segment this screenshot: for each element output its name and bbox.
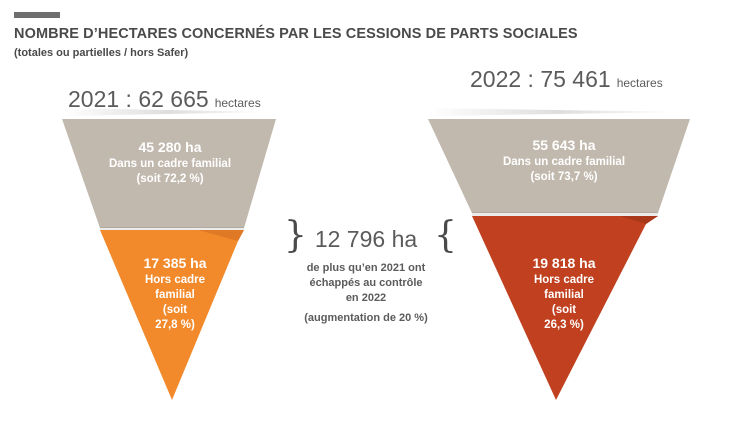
nonfamily-2022-label-2: familial: [544, 289, 584, 301]
orange-block-2021: [100, 230, 244, 400]
shadow-2021-gap: [100, 227, 244, 230]
nonfamily-2022-value: 19 818 ha: [532, 255, 596, 271]
total-2022-unit: hectares: [616, 76, 663, 90]
difference-note: (augmentation de 20 %): [304, 312, 428, 324]
difference-value: 12 796 ha: [314, 226, 418, 252]
orange-fold-2021: [198, 230, 244, 241]
header-accent-bar: [14, 12, 60, 18]
taupe-block-2021: [62, 119, 276, 228]
page-title: NOMBRE D’HECTARES CONCERNÉS PAR LES CESS…: [14, 26, 578, 42]
total-2021-value: 2021 : 62 665: [68, 86, 209, 112]
shadow-2022-gap: [472, 212, 658, 216]
red-block-2022: [472, 216, 658, 400]
total-2021: 2021 : 62 665 hectares: [68, 86, 261, 113]
nonfamily-2022-label-1: Hors cadre: [533, 274, 595, 286]
shadow-2021-top: [62, 108, 275, 116]
family-2021-share: (soit 72,2 %): [136, 173, 204, 185]
difference-text: de plus qu’en 2021 ont échappés au contr…: [288, 261, 444, 306]
total-2022: 2022 : 75 461 hectares: [470, 66, 663, 93]
nonfamily-2022-text: 19 818 ha Hors cadre familial (soit 26,3…: [514, 254, 614, 333]
family-2021-label: Dans un cadre familial: [108, 158, 232, 170]
nonfamily-2022-share-2: 26,3 %): [544, 319, 584, 331]
taupe-block-2022: [428, 119, 690, 213]
family-2022-text: 55 643 ha Dans un cadre familial (soit 7…: [484, 136, 644, 185]
difference-line-2: échappés au contrôle: [309, 277, 423, 289]
nonfamily-2021-share-2: 27,8 %): [155, 319, 195, 331]
family-2022-share: (soit 73,7 %): [530, 171, 598, 183]
difference-line-1: de plus qu’en 2021 ont: [306, 262, 426, 274]
page-subtitle: (totales ou partielles / hors Safer): [14, 47, 189, 59]
family-2021-text: 45 280 ha Dans un cadre familial (soit 7…: [90, 138, 250, 187]
left-brace-icon: }: [284, 215, 307, 256]
nonfamily-2022-share-1: (soit: [551, 304, 577, 316]
nonfamily-2021-value: 17 385 ha: [143, 255, 207, 271]
difference-line-3: en 2022: [345, 292, 387, 304]
total-2021-unit: hectares: [214, 96, 261, 110]
family-2022-label: Dans un cadre familial: [502, 156, 626, 168]
shadow-2022-top: [428, 108, 688, 116]
family-2021-value: 45 280 ha: [138, 139, 202, 155]
nonfamily-2021-label-1: Hors cadre: [144, 274, 206, 286]
family-2022-value: 55 643 ha: [532, 137, 596, 153]
nonfamily-2021-label-2: familial: [155, 289, 195, 301]
red-fold-2022: [620, 216, 658, 224]
right-brace-icon: {: [434, 215, 457, 256]
nonfamily-2021-text: 17 385 ha Hors cadre familial (soit 27,8…: [120, 254, 230, 333]
total-2022-value: 2022 : 75 461: [470, 66, 611, 92]
nonfamily-2021-share-1: (soit: [162, 304, 188, 316]
